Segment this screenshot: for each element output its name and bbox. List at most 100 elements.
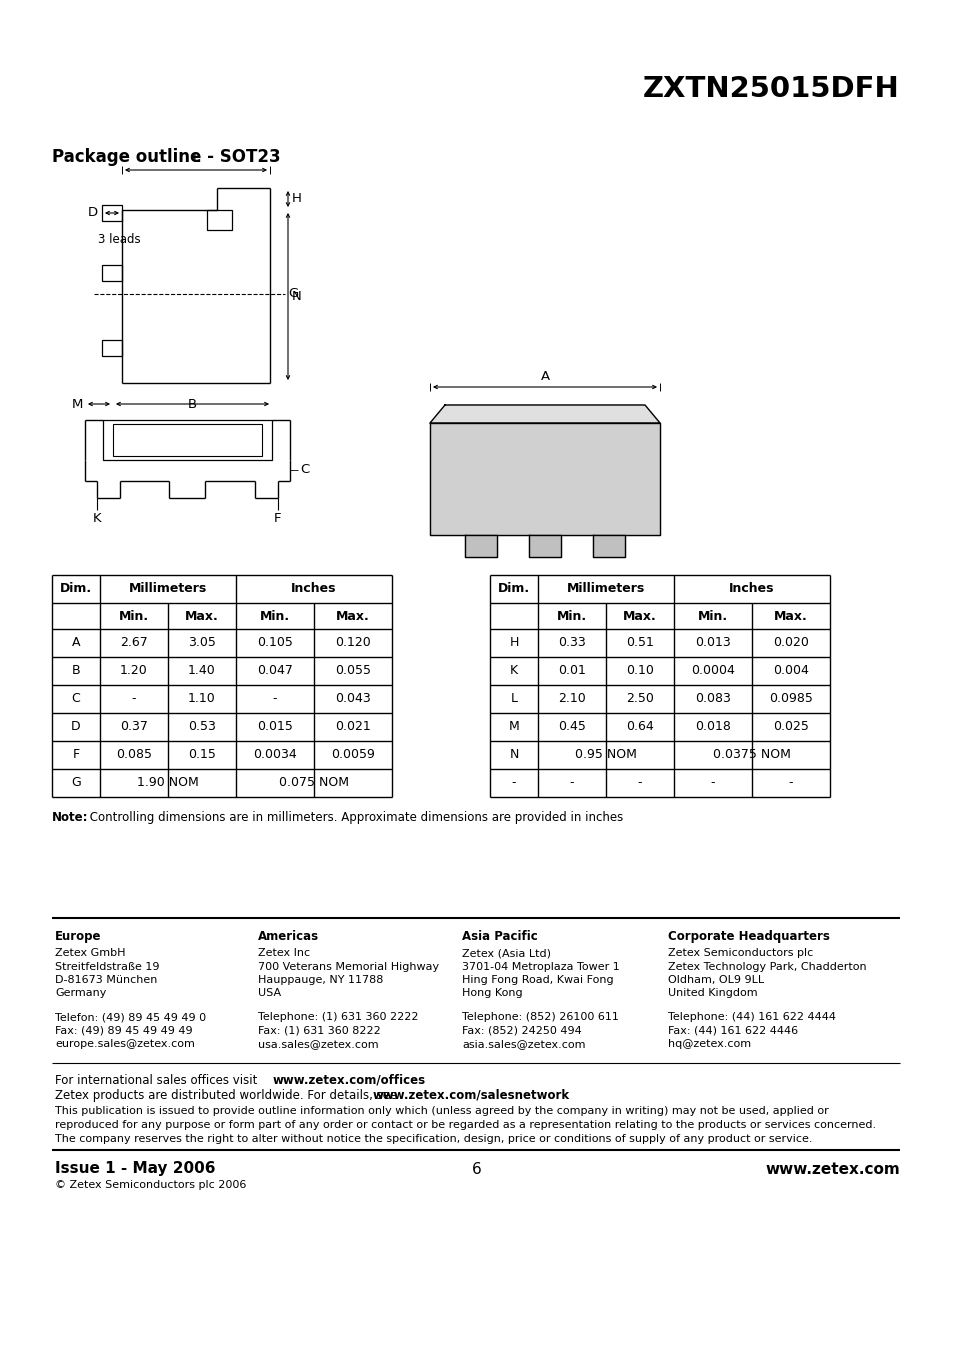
Text: G: G xyxy=(288,286,298,300)
Text: Max.: Max. xyxy=(773,609,807,623)
Text: Hauppauge, NY 11788: Hauppauge, NY 11788 xyxy=(257,975,383,985)
Text: europe.sales@zetex.com: europe.sales@zetex.com xyxy=(55,1039,194,1048)
Text: 0.51: 0.51 xyxy=(625,636,653,650)
Text: F: F xyxy=(274,512,281,526)
Text: K: K xyxy=(92,512,101,526)
Text: 0.15: 0.15 xyxy=(188,748,215,762)
Text: 3701-04 Metroplaza Tower 1: 3701-04 Metroplaza Tower 1 xyxy=(461,962,619,971)
Text: 700 Veterans Memorial Highway: 700 Veterans Memorial Highway xyxy=(257,962,438,971)
Text: Inches: Inches xyxy=(728,582,774,596)
Text: 3.05: 3.05 xyxy=(188,636,215,650)
Polygon shape xyxy=(593,535,624,557)
Text: Dim.: Dim. xyxy=(60,582,92,596)
Text: 0.015: 0.015 xyxy=(256,720,293,734)
Text: Min.: Min. xyxy=(119,609,149,623)
Polygon shape xyxy=(529,535,560,557)
Text: 0.021: 0.021 xyxy=(335,720,371,734)
Text: A: A xyxy=(71,636,80,650)
Text: Zetex products are distributed worldwide. For details, see: Zetex products are distributed worldwide… xyxy=(55,1089,400,1101)
Text: Asia Pacific: Asia Pacific xyxy=(461,929,537,943)
Text: D: D xyxy=(71,720,81,734)
Text: 3 leads: 3 leads xyxy=(98,232,140,246)
Text: This publication is issued to provide outline information only which (unless agr: This publication is issued to provide ou… xyxy=(55,1105,828,1116)
Text: 2.67: 2.67 xyxy=(120,636,148,650)
Text: Min.: Min. xyxy=(698,609,727,623)
Text: Min.: Min. xyxy=(557,609,586,623)
Bar xyxy=(102,340,122,357)
Text: M: M xyxy=(71,397,83,411)
Text: www.zetex.com/salesnetwork: www.zetex.com/salesnetwork xyxy=(373,1089,570,1101)
Text: F: F xyxy=(72,748,79,762)
Text: 0.105: 0.105 xyxy=(256,636,293,650)
Text: Germany: Germany xyxy=(55,989,107,998)
Text: Fax: (852) 24250 494: Fax: (852) 24250 494 xyxy=(461,1025,581,1035)
Text: © Zetex Semiconductors plc 2006: © Zetex Semiconductors plc 2006 xyxy=(55,1179,246,1189)
Text: Zetex Semiconductors plc: Zetex Semiconductors plc xyxy=(667,948,812,958)
Text: Fax: (49) 89 45 49 49 49: Fax: (49) 89 45 49 49 49 xyxy=(55,1025,193,1035)
Text: 0.0985: 0.0985 xyxy=(768,693,812,705)
Text: Zetex (Asia Ltd): Zetex (Asia Ltd) xyxy=(461,948,551,958)
Bar xyxy=(207,209,232,230)
Text: 0.075 NOM: 0.075 NOM xyxy=(278,777,349,789)
Text: Zetex Inc: Zetex Inc xyxy=(257,948,310,958)
Text: Millimeters: Millimeters xyxy=(129,582,207,596)
Text: Hong Kong: Hong Kong xyxy=(461,989,522,998)
Text: 0.01: 0.01 xyxy=(558,665,585,677)
Text: Fax: (44) 161 622 4446: Fax: (44) 161 622 4446 xyxy=(667,1025,798,1035)
Text: Telefon: (49) 89 45 49 49 0: Telefon: (49) 89 45 49 49 0 xyxy=(55,1012,206,1021)
Text: Hing Fong Road, Kwai Fong: Hing Fong Road, Kwai Fong xyxy=(461,975,613,985)
Text: 0.004: 0.004 xyxy=(772,665,808,677)
Text: A: A xyxy=(539,370,549,382)
Text: 0.10: 0.10 xyxy=(625,665,653,677)
Text: Europe: Europe xyxy=(55,929,101,943)
Text: 0.0059: 0.0059 xyxy=(331,748,375,762)
Text: H: H xyxy=(509,636,518,650)
Text: -: - xyxy=(511,777,516,789)
Text: -: - xyxy=(788,777,792,789)
Text: Fax: (1) 631 360 8222: Fax: (1) 631 360 8222 xyxy=(257,1025,380,1035)
Text: D: D xyxy=(88,207,98,219)
Text: D-81673 München: D-81673 München xyxy=(55,975,157,985)
Text: 0.085: 0.085 xyxy=(116,748,152,762)
Text: 0.047: 0.047 xyxy=(256,665,293,677)
Text: Min.: Min. xyxy=(259,609,290,623)
Text: 0.055: 0.055 xyxy=(335,665,371,677)
Text: 0.013: 0.013 xyxy=(695,636,730,650)
Bar xyxy=(103,420,272,459)
Text: United Kingdom: United Kingdom xyxy=(667,989,757,998)
Text: Max.: Max. xyxy=(622,609,657,623)
Text: Note:: Note: xyxy=(52,811,89,824)
Text: L: L xyxy=(510,693,517,705)
Text: For international sales offices visit: For international sales offices visit xyxy=(55,1074,261,1086)
Text: 0.37: 0.37 xyxy=(120,720,148,734)
Text: Americas: Americas xyxy=(257,929,319,943)
Text: 6: 6 xyxy=(472,1162,481,1177)
Text: 0.120: 0.120 xyxy=(335,636,371,650)
Text: 0.33: 0.33 xyxy=(558,636,585,650)
Text: 0.043: 0.043 xyxy=(335,693,371,705)
Text: L: L xyxy=(193,153,199,165)
Text: Zetex Technology Park, Chadderton: Zetex Technology Park, Chadderton xyxy=(667,962,865,971)
Text: -: - xyxy=(132,693,136,705)
Text: Controlling dimensions are in millimeters. Approximate dimensions are provided i: Controlling dimensions are in millimeter… xyxy=(86,811,622,824)
Text: 0.64: 0.64 xyxy=(625,720,653,734)
Text: Zetex GmbH: Zetex GmbH xyxy=(55,948,126,958)
Text: 0.45: 0.45 xyxy=(558,720,585,734)
Text: G: G xyxy=(71,777,81,789)
Text: 0.0375 NOM: 0.0375 NOM xyxy=(712,748,790,762)
Text: Issue 1 - May 2006: Issue 1 - May 2006 xyxy=(55,1162,215,1177)
Text: Millimeters: Millimeters xyxy=(566,582,644,596)
Text: Max.: Max. xyxy=(185,609,218,623)
Text: C: C xyxy=(299,463,309,476)
Text: -: - xyxy=(638,777,641,789)
Polygon shape xyxy=(430,423,659,535)
Polygon shape xyxy=(464,535,497,557)
Polygon shape xyxy=(430,405,659,423)
Text: K: K xyxy=(510,665,517,677)
Text: 0.025: 0.025 xyxy=(772,720,808,734)
Text: 1.20: 1.20 xyxy=(120,665,148,677)
Text: www.zetex.com/offices: www.zetex.com/offices xyxy=(273,1074,426,1086)
Text: -: - xyxy=(569,777,574,789)
Text: 0.018: 0.018 xyxy=(695,720,730,734)
Text: Package outline - SOT23: Package outline - SOT23 xyxy=(52,149,280,166)
